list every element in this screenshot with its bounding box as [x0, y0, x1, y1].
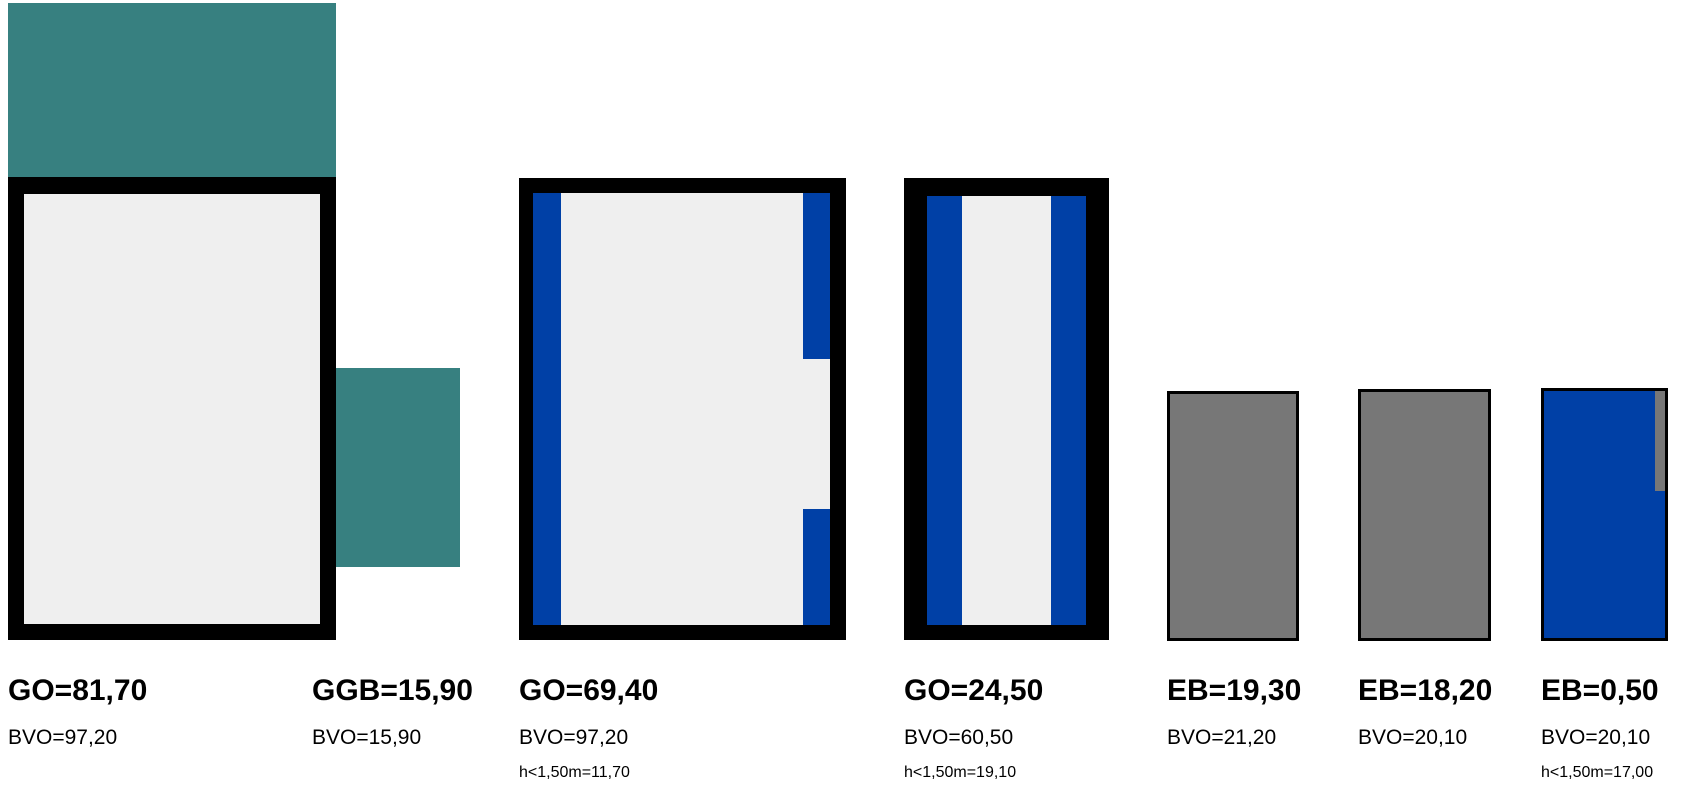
room7-h-label: h<1,50m=17,00: [1541, 764, 1654, 781]
room4-main-label: GO=24,50: [904, 674, 1044, 707]
room2-teal-block: [336, 368, 460, 567]
room4-blue-left-strip: [927, 196, 962, 625]
room1-teal-top-block: [8, 3, 336, 177]
room7-gray-sliver: [1655, 391, 1665, 491]
room4-blue-right-strip: [1051, 196, 1086, 625]
room3-blue-left-strip: [533, 193, 561, 625]
room2-bvo-label: BVO=15,90: [312, 726, 422, 749]
room3-blue-right-strip-top: [803, 193, 830, 359]
room7-bvo-label: BVO=20,10: [1541, 726, 1651, 749]
room6-bvo-label: BVO=20,10: [1358, 726, 1468, 749]
room5-main-label: EB=19,30: [1167, 674, 1302, 707]
room4-h-label: h<1,50m=19,10: [904, 764, 1017, 781]
room4-bvo-label: BVO=60,50: [904, 726, 1014, 749]
room6-gray-block: [1358, 389, 1491, 641]
room1-floor: [24, 194, 320, 624]
room3-h-label: h<1,50m=11,70: [519, 764, 630, 781]
room3-floor: [533, 193, 830, 625]
room7-main-label: EB=0,50: [1541, 674, 1659, 707]
room1-main-label: GO=81,70: [8, 674, 148, 707]
room6-main-label: EB=18,20: [1358, 674, 1493, 707]
room5-bvo-label: BVO=21,20: [1167, 726, 1277, 749]
room5-gray-block: [1167, 391, 1299, 641]
room3-main-label: GO=69,40: [519, 674, 659, 707]
room3-blue-right-strip-bottom: [803, 509, 830, 625]
room3-bvo-label: BVO=97,20: [519, 726, 629, 749]
room1-bvo-label: BVO=97,20: [8, 726, 118, 749]
room2-main-label: GGB=15,90: [312, 674, 473, 707]
room7-blue-block: [1541, 388, 1668, 641]
